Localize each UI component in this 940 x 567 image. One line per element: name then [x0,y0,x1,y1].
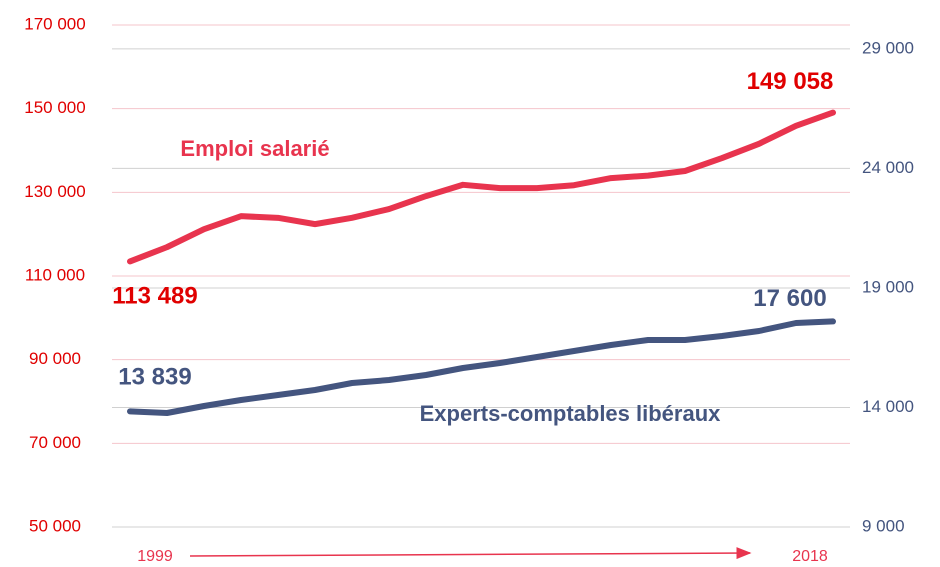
series-line [127,318,836,416]
value-label: 17 600 [753,285,826,312]
x-tick-label: 1999 [137,548,173,565]
y-tick-label: 50 000 [29,516,81,535]
y2-tick-label: 19 000 [862,277,914,296]
series-name: Experts-comptables libéraux [420,401,722,426]
y2-tick-label: 29 000 [862,38,914,57]
y2-tick-label: 24 000 [862,158,914,177]
x-tick-label: 2018 [792,548,828,565]
series-name: Emploi salarié [180,136,329,161]
y-tick-label: 130 000 [24,182,85,201]
y-tick-label: 170 000 [24,14,85,33]
y-tick-label: 90 000 [29,349,81,368]
y-tick-label: 70 000 [29,433,81,452]
series-line [127,109,836,265]
value-label: 113 489 [112,283,197,310]
y2-tick-label: 14 000 [862,397,914,416]
y2-tick-label: 9 000 [862,516,905,535]
value-label: 13 839 [118,364,191,391]
y-tick-label: 150 000 [24,98,85,117]
y-tick-label: 110 000 [25,265,85,284]
value-label: 149 058 [747,68,834,95]
time-arrow [189,547,752,560]
